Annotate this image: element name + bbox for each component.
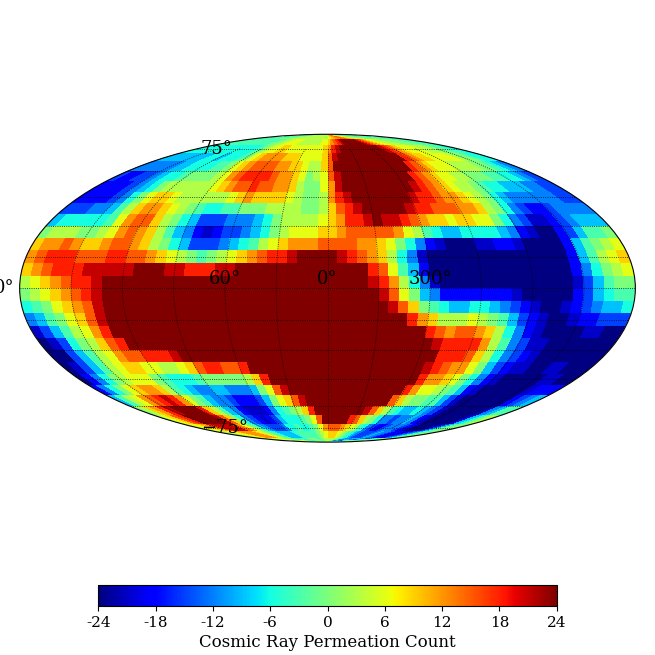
Text: 0°: 0° xyxy=(0,279,15,297)
Text: 60°: 60° xyxy=(209,271,241,288)
X-axis label: Cosmic Ray Permeation Count: Cosmic Ray Permeation Count xyxy=(199,634,456,651)
Text: 0°: 0° xyxy=(317,271,338,288)
Text: 75°: 75° xyxy=(201,140,233,158)
Text: −75°: −75° xyxy=(201,419,248,437)
Text: 300°: 300° xyxy=(408,271,452,288)
